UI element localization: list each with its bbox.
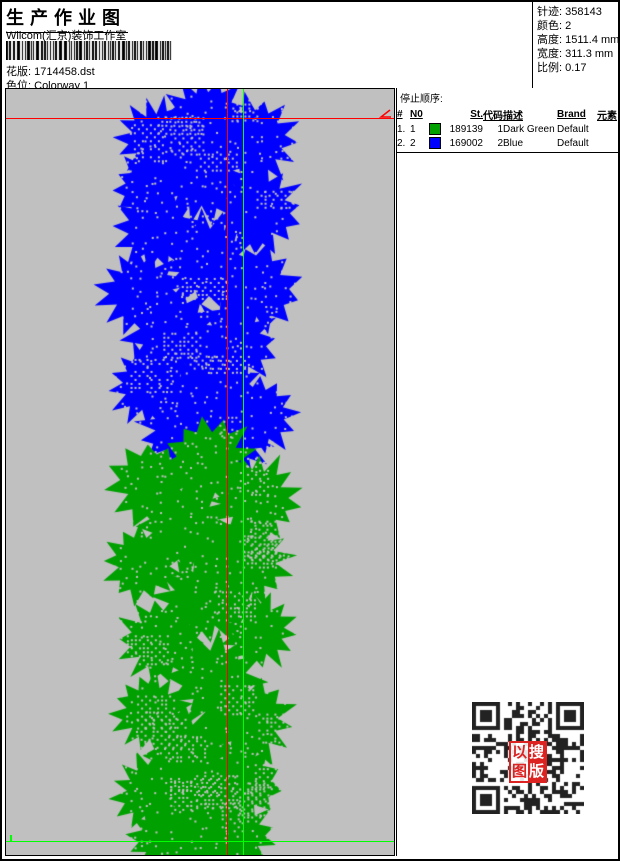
col-st: St. xyxy=(470,109,483,120)
col-n0: N0 xyxy=(410,109,423,120)
pattern-label: 花版: xyxy=(6,66,32,78)
design-canvas xyxy=(6,89,394,855)
qr-code: 以 搜 图 版 xyxy=(472,702,584,814)
table-row: 2. 2 169002 2 Blue Default xyxy=(397,136,589,149)
guide-end-tick xyxy=(10,835,12,841)
pattern-file-line: 花版: 1714458.dst xyxy=(6,63,95,79)
stop-sequence-title: 停止顺序: xyxy=(400,94,443,105)
col-brand: Brand xyxy=(557,109,586,120)
stamp-char: 搜 xyxy=(528,743,545,763)
pattern-value: 1714458.dst xyxy=(34,66,95,78)
col-num: # xyxy=(397,109,403,120)
stop-sequence-block: 停止顺序: # N0 St. 代码 描述 Brand 元素 1. 1 18913… xyxy=(397,88,618,153)
col-desc: 描述 xyxy=(503,111,523,122)
stat-scale: 比例: 0.17 xyxy=(537,62,587,74)
guide-horizontal-line xyxy=(6,841,394,842)
stop-sequence-table: # N0 St. 代码 描述 Brand 元素 1. 1 189139 1 Da… xyxy=(397,107,617,150)
stamp-char: 以 xyxy=(511,744,527,762)
stamp-char: 图 xyxy=(511,763,527,781)
crosshair-arrow-icon xyxy=(378,109,391,118)
table-row: 1. 1 189139 1 Dark Green Default xyxy=(397,122,589,135)
barcode xyxy=(6,41,174,60)
col-code: 代码 xyxy=(483,111,503,122)
stamp-char: 版 xyxy=(528,762,545,782)
crosshair-vertical-line xyxy=(227,89,228,855)
page-title: 生产作业图 xyxy=(6,4,128,33)
color-swatch-blue xyxy=(429,136,441,149)
stat-colors: 颜色: 2 xyxy=(537,20,572,32)
stat-height: 高度: 1511.4 mm xyxy=(537,34,620,46)
color-swatch-green xyxy=(429,122,441,135)
stat-stitches: 针迹: 358143 xyxy=(537,6,602,18)
guide-vertical-line xyxy=(243,89,244,855)
image-search-stamp: 以 搜 图 版 xyxy=(509,741,547,784)
crosshair-horizontal-line xyxy=(6,118,394,119)
design-stats-box: 针迹: 358143 颜色: 2 高度: 1511.4 mm 宽度: 311.3… xyxy=(532,2,618,89)
stat-width: 宽度: 311.3 mm xyxy=(537,48,614,60)
design-preview-area xyxy=(5,88,395,856)
col-element: 元素 xyxy=(597,111,617,122)
studio-name: Wilcom(汇京)装饰工作室 xyxy=(6,30,127,42)
table-header-row: # N0 St. 代码 描述 Brand 元素 xyxy=(397,107,617,122)
